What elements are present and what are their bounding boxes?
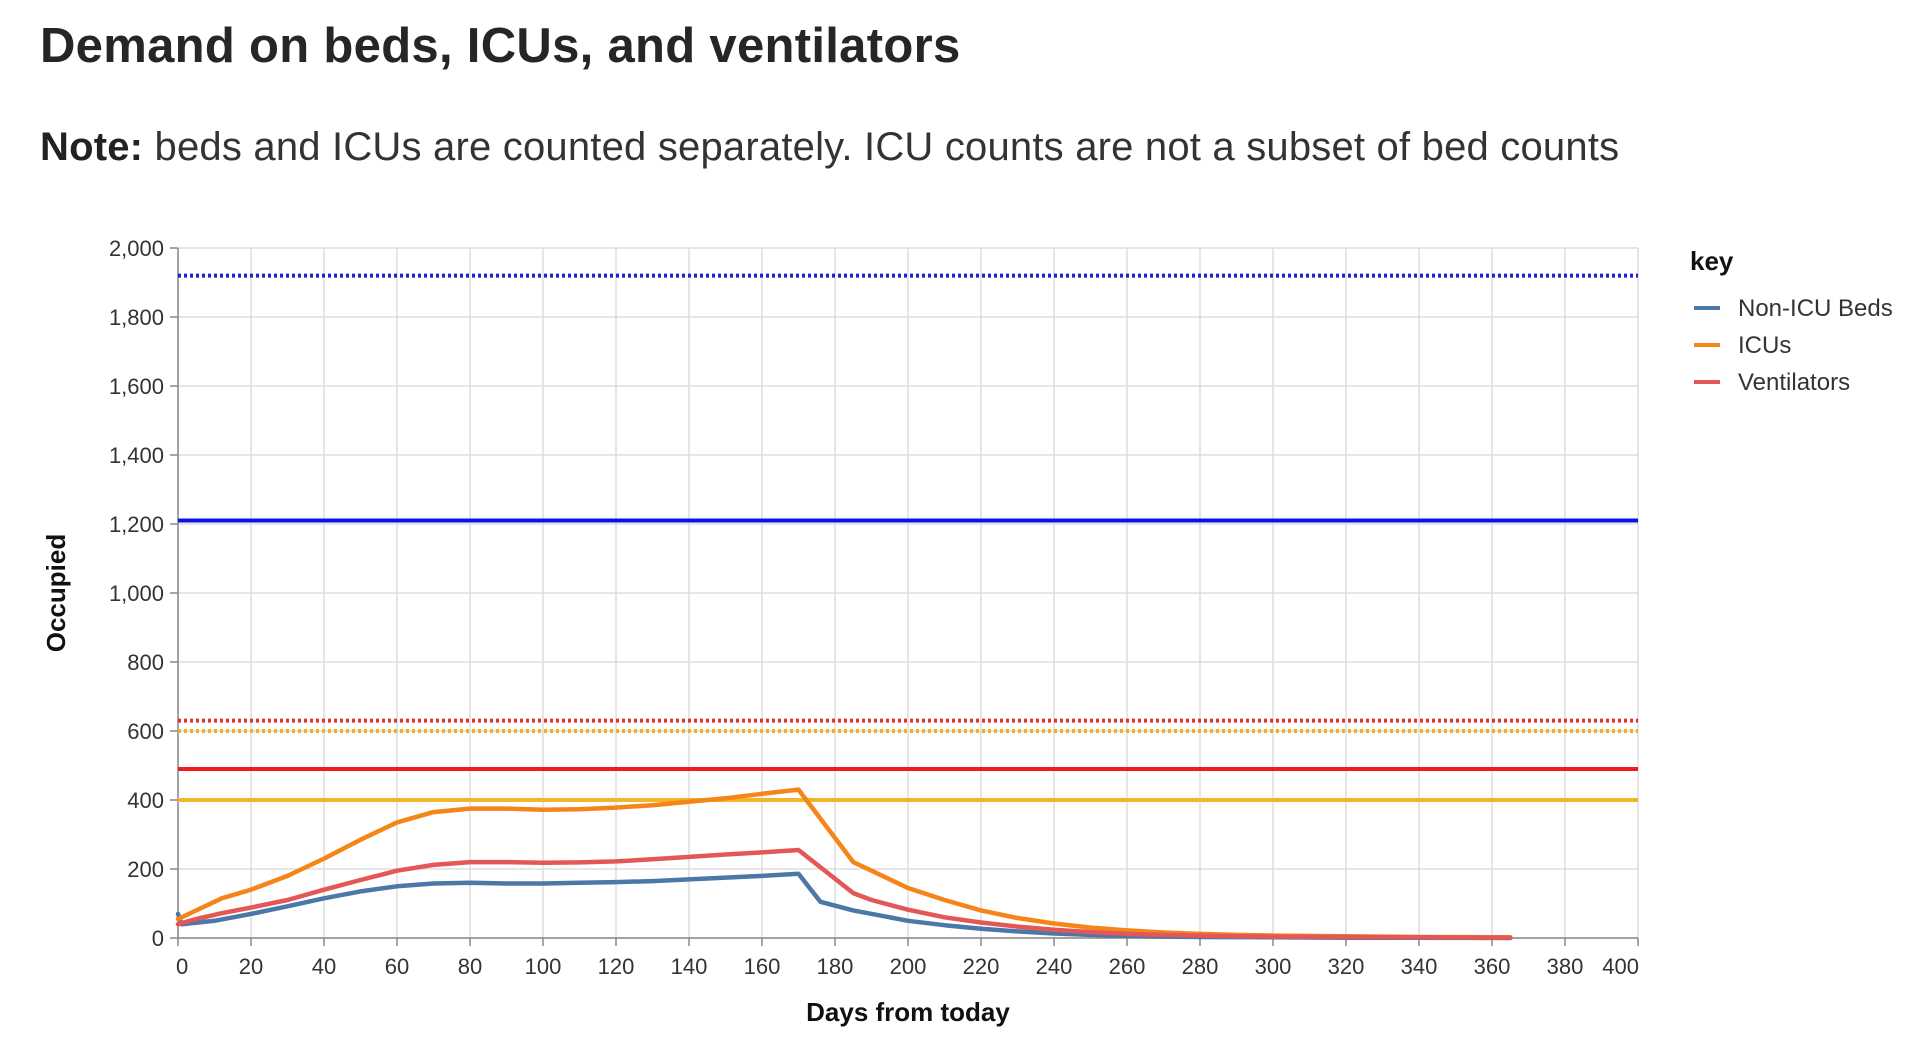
- x-tick-label: 60: [385, 954, 409, 979]
- y-tick-label: 1,200: [109, 512, 164, 537]
- y-tick-label: 200: [127, 857, 164, 882]
- series-line: [175, 847, 1513, 940]
- x-tick-label: 360: [1474, 954, 1511, 979]
- x-tick-label: 100: [525, 954, 562, 979]
- legend-title: key: [1690, 246, 1734, 276]
- x-tick-label: 120: [598, 954, 635, 979]
- x-tick-label: 80: [458, 954, 482, 979]
- x-tick-label: 160: [744, 954, 781, 979]
- x-axis-title: Days from today: [806, 997, 1010, 1027]
- x-tick-label: 400: [1602, 954, 1639, 979]
- chart-title: Demand on beds, ICUs, and ventilators: [40, 19, 961, 73]
- y-tick-label: 800: [127, 650, 164, 675]
- y-tick-label: 1,800: [109, 305, 164, 330]
- y-tick-label: 0: [152, 926, 164, 951]
- x-tick-label: 140: [671, 954, 708, 979]
- x-tick-label: 300: [1255, 954, 1292, 979]
- chart-note: Note: beds and ICUs are counted separate…: [40, 125, 1619, 170]
- capacity-lines: [178, 273, 1638, 802]
- x-tick-label: 260: [1109, 954, 1146, 979]
- note-text: beds and ICUs are counted separately. IC…: [143, 125, 1620, 169]
- x-tick-label: 0: [176, 954, 188, 979]
- y-tick-label: 1,600: [109, 374, 164, 399]
- series-line: [175, 787, 1513, 940]
- y-tick-label: 400: [127, 788, 164, 813]
- y-axis-title: Occupied: [41, 534, 71, 652]
- legend-label: Ventilators: [1738, 369, 1850, 396]
- chart-grid: [177, 247, 1639, 939]
- y-tick-label: 2,000: [109, 236, 164, 261]
- x-tick-label: 200: [890, 954, 927, 979]
- chart-axes: 02004006008001,0001,2001,4001,6001,8002,…: [41, 236, 1639, 1027]
- x-tick-label: 280: [1182, 954, 1219, 979]
- series-lines: [175, 787, 1513, 941]
- x-tick-label: 220: [963, 954, 1000, 979]
- y-tick-label: 600: [127, 719, 164, 744]
- x-tick-label: 320: [1328, 954, 1365, 979]
- y-tick-label: 1,400: [109, 443, 164, 468]
- legend-label: ICUs: [1738, 332, 1791, 359]
- x-tick-label: 40: [312, 954, 336, 979]
- y-tick-label: 1,000: [109, 581, 164, 606]
- x-tick-label: 20: [239, 954, 263, 979]
- x-tick-label: 340: [1401, 954, 1438, 979]
- legend-label: Non-ICU Beds: [1738, 295, 1893, 322]
- x-tick-label: 180: [817, 954, 854, 979]
- x-tick-label: 240: [1036, 954, 1073, 979]
- note-label: Note:: [40, 125, 144, 169]
- x-tick-label: 380: [1547, 954, 1584, 979]
